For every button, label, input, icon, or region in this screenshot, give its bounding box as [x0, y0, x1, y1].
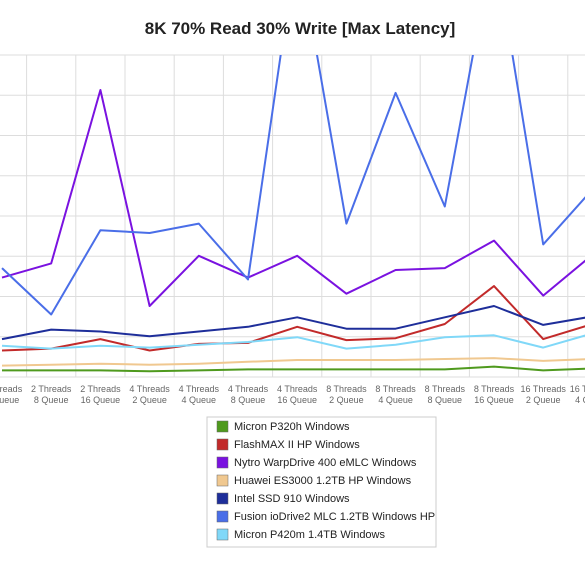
x-tick-label: 8 Threads 8 Queue — [425, 384, 466, 405]
series-line-7 — [1, 334, 585, 350]
grid — [0, 54, 585, 378]
legend-swatch — [216, 528, 229, 541]
legend-label: Micron P320h Windows — [234, 421, 350, 433]
x-tick-label: 2 Threads 8 Queue — [31, 384, 72, 405]
x-tick-label: 4 Threads 2 Queue — [129, 384, 170, 405]
x-tick-label: 4 Threads 16 Queue — [277, 384, 318, 405]
x-tick-label: 16 Threads 2 Queue — [521, 384, 567, 405]
legend-swatch — [216, 492, 229, 505]
x-tick-label: 4 Threads 8 Queue — [228, 384, 269, 405]
legend-label: Micron P420m 1.4TB Windows — [234, 529, 385, 541]
series-line-5 — [1, 305, 585, 341]
legend-swatch — [216, 456, 229, 469]
x-tick-label: 2 Threads 16 Queue — [80, 384, 121, 405]
x-tick-label: 8 Threads 2 Queue — [326, 384, 367, 405]
series-line-3 — [1, 89, 585, 307]
legend-swatch — [216, 474, 229, 487]
legend-label: Intel SSD 910 Windows — [234, 493, 350, 505]
series-line-4 — [1, 357, 585, 367]
legend-box — [206, 416, 437, 548]
legend-swatch — [216, 420, 229, 433]
legend-swatch — [216, 510, 229, 523]
chart-title: 8K 70% Read 30% Write [Max Latency] — [145, 19, 456, 38]
legend: Micron P320h Windows FlashMAX II HP Windo… — [206, 416, 437, 548]
legend-swatch — [216, 438, 229, 451]
x-tick-label: 8 Threads 4 Queue — [375, 384, 416, 405]
legend-label: Fusion ioDrive2 MLC 1.2TB Windows HP — [234, 511, 435, 523]
series-lines — [1, 55, 585, 373]
series-line-1 — [2, 365, 585, 373]
legend-label: Nytro WarpDrive 400 eMLC Windows — [234, 457, 417, 469]
series-line-6 — [1, 55, 585, 316]
x-tick-label: 4 Threads 4 Queue — [179, 384, 220, 405]
series-line-2 — [1, 285, 585, 352]
legend-label: FlashMAX II HP Windows — [234, 439, 360, 451]
x-tick-label: 8 Threads 16 Queue — [474, 384, 515, 405]
legend-label: Huawei ES3000 1.2TB HP Windows — [234, 475, 412, 487]
